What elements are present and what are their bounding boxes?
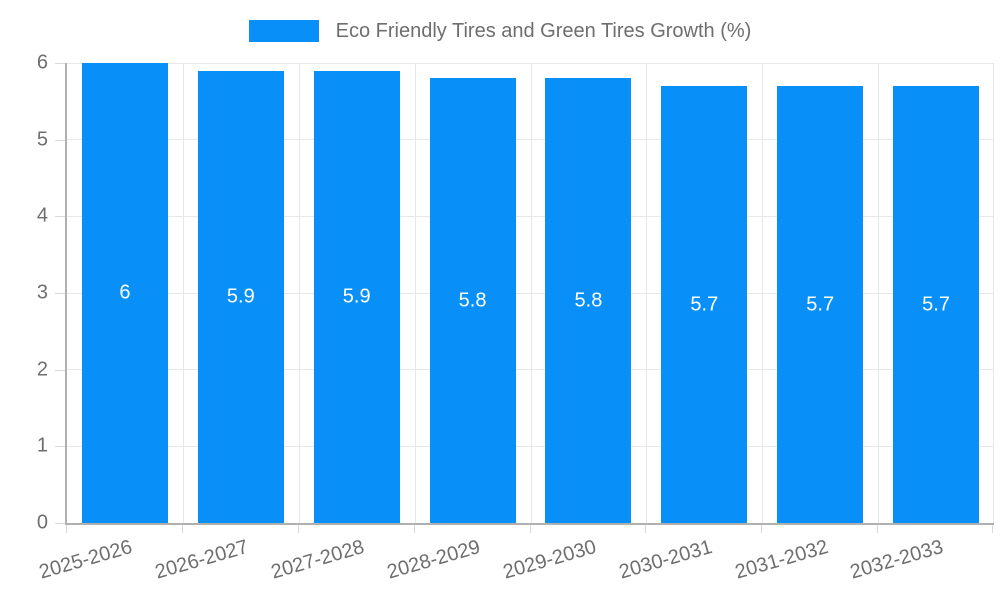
bar-2029-2030[interactable] bbox=[545, 78, 632, 523]
x-gridline bbox=[182, 63, 184, 523]
x-tick-mark bbox=[181, 525, 183, 533]
bar-2026-2027[interactable] bbox=[197, 70, 284, 523]
y-axis-tick-label: 5 bbox=[36, 128, 48, 151]
y-tick-mark bbox=[55, 293, 65, 294]
x-axis-label: 2029-2030 bbox=[500, 536, 599, 584]
x-gridline bbox=[414, 63, 416, 523]
y-tick-mark bbox=[55, 446, 65, 448]
x-axis-label: 2027-2028 bbox=[268, 536, 367, 584]
y-tick-mark bbox=[55, 63, 65, 64]
y-tick-mark bbox=[55, 369, 65, 371]
bar-2027-2028[interactable] bbox=[313, 70, 400, 523]
x-gridline bbox=[993, 63, 994, 523]
y-tick-mark bbox=[55, 523, 65, 524]
plot-area: 6 5.9 5.9 5.8 5.8 5.7 5.7 5.7 bbox=[65, 62, 994, 525]
x-gridline bbox=[762, 63, 764, 523]
bar-2031-2032[interactable] bbox=[777, 86, 864, 523]
bar-2025-2026[interactable] bbox=[81, 63, 168, 523]
bar-2032-2033[interactable] bbox=[893, 86, 980, 523]
y-axis-tick-label: 6 bbox=[36, 51, 48, 74]
x-axis-label: 2032-2033 bbox=[848, 536, 947, 584]
x-gridline bbox=[646, 63, 648, 523]
x-gridline bbox=[298, 63, 300, 523]
y-axis-tick-label: 4 bbox=[36, 204, 48, 227]
y-axis-tick-label: 3 bbox=[36, 281, 48, 304]
x-gridline bbox=[878, 63, 880, 523]
x-tick-mark bbox=[529, 525, 531, 533]
x-tick-mark bbox=[992, 525, 993, 533]
x-gridline bbox=[530, 63, 532, 523]
x-axis-label: 2030-2031 bbox=[616, 536, 715, 584]
legend-swatch bbox=[248, 20, 319, 42]
x-axis-label: 2031-2032 bbox=[732, 536, 831, 584]
y-axis-tick-label: 2 bbox=[36, 358, 48, 381]
x-tick-mark bbox=[297, 525, 299, 533]
x-tick-mark bbox=[413, 525, 415, 533]
legend-label: Eco Friendly Tires and Green Tires Growt… bbox=[335, 19, 752, 42]
y-tick-mark bbox=[55, 216, 65, 218]
x-tick-mark bbox=[761, 525, 763, 533]
x-tick-mark bbox=[877, 525, 879, 533]
x-tick-mark bbox=[66, 525, 67, 533]
x-axis-label: 2025-2026 bbox=[36, 536, 136, 584]
y-tick-mark bbox=[55, 139, 65, 141]
x-axis-label: 2026-2027 bbox=[152, 536, 251, 584]
x-axis-label: 2028-2029 bbox=[384, 536, 483, 584]
bar-2030-2031[interactable] bbox=[661, 86, 748, 523]
chart-legend[interactable]: Eco Friendly Tires and Green Tires Growt… bbox=[0, 19, 1000, 43]
y-axis-tick-label: 0 bbox=[36, 511, 48, 534]
bar-2028-2029[interactable] bbox=[429, 78, 516, 523]
x-tick-mark bbox=[645, 525, 647, 533]
y-axis-tick-label: 1 bbox=[36, 434, 48, 457]
